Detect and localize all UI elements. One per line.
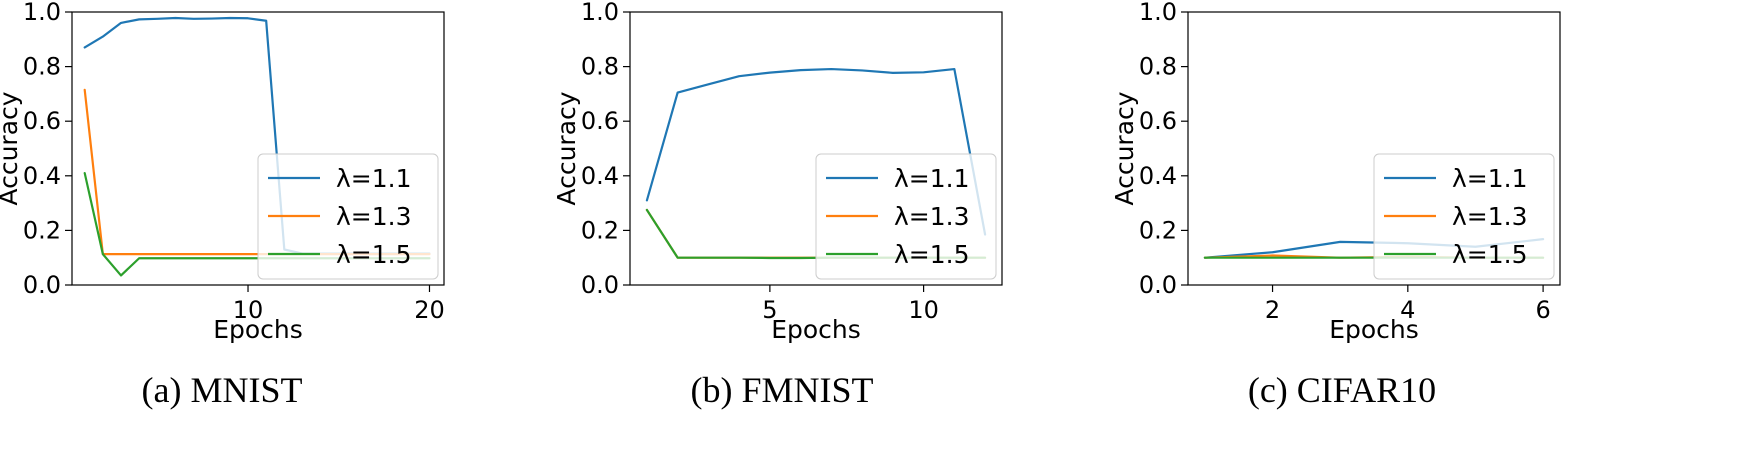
y-tick-label: 0.4 (23, 162, 61, 190)
x-tick-label: 10 (233, 296, 264, 324)
x-tick-label: 5 (762, 296, 777, 324)
y-tick-label: 0.6 (23, 107, 61, 135)
legend-label-1: λ=1.3 (894, 202, 970, 231)
plot-frame (629, 11, 1003, 286)
y-axis-label: Accuracy (0, 91, 23, 205)
y-tick-label: 0.8 (23, 53, 61, 81)
legend: λ=1.1 λ=1.3 λ=1.5 (257, 153, 439, 280)
legend-label-0: λ=1.1 (1452, 164, 1528, 193)
y-tick-label: 0.2 (581, 216, 619, 244)
series-line-0 (645, 67, 987, 236)
y-tick-label: 0.4 (581, 162, 619, 190)
x-tick-label: 2 (1265, 296, 1280, 324)
plot-frame (71, 11, 445, 286)
subfigure-caption: (b) FMNIST (690, 370, 873, 410)
x-tick-label: 6 (1535, 296, 1550, 324)
y-tick-label: 0.2 (23, 216, 61, 244)
legend: λ=1.1 λ=1.3 λ=1.5 (1373, 153, 1555, 280)
y-tick-label: 1.0 (23, 0, 61, 26)
x-axis-label: Epochs (771, 315, 861, 344)
legend: λ=1.1 λ=1.3 λ=1.5 (815, 153, 997, 280)
legend-label-0: λ=1.1 (336, 164, 412, 193)
y-tick-label: 0.0 (581, 271, 619, 299)
subfigure-caption: (a) MNIST (142, 370, 303, 410)
legend-label-2: λ=1.5 (1452, 240, 1528, 269)
legend-label-1: λ=1.3 (1452, 202, 1528, 231)
y-tick-label: 0.0 (1139, 271, 1177, 299)
y-tick-label: 0.6 (581, 107, 619, 135)
x-axis-label: Epochs (1329, 315, 1419, 344)
y-axis-label: Accuracy (552, 91, 581, 205)
legend-label-1: λ=1.3 (336, 202, 412, 231)
legend-label-2: λ=1.5 (336, 240, 412, 269)
y-tick-label: 0.8 (581, 53, 619, 81)
legend-label-0: λ=1.1 (894, 164, 970, 193)
y-tick-label: 1.0 (1139, 0, 1177, 26)
y-tick-label: 1.0 (581, 0, 619, 26)
x-tick-label: 4 (1400, 296, 1415, 324)
y-tick-label: 0.2 (1139, 216, 1177, 244)
y-tick-label: 0.6 (1139, 107, 1177, 135)
subfigure-caption: (c) CIFAR10 (1248, 370, 1436, 410)
x-axis-label: Epochs (213, 315, 303, 344)
y-tick-label: 0.4 (1139, 162, 1177, 190)
plot-frame (1187, 11, 1561, 286)
chart-panel-0: 0.0 0.2 0.4 0.6 0.8 1.0 10 20 Epochs Accuracy λ=1.… (0, 0, 445, 410)
y-tick-label: 0.8 (1139, 53, 1177, 81)
x-tick-label: 10 (908, 296, 939, 324)
chart-panel-1: 0.0 0.2 0.4 0.6 0.8 1.0 5 10 Epochs Accuracy λ=1.1… (552, 0, 1003, 410)
legend-label-2: λ=1.5 (894, 240, 970, 269)
legend-box (1373, 153, 1555, 280)
x-tick-label: 20 (414, 296, 445, 324)
legend-box (815, 153, 997, 280)
y-tick-label: 0.0 (23, 271, 61, 299)
chart-panel-2: 0.0 0.2 0.4 0.6 0.8 1.0 2 4 6 Epochs Accuracy λ=1.1… (1110, 0, 1561, 410)
y-axis-label: Accuracy (1110, 91, 1139, 205)
legend-box (257, 153, 439, 280)
